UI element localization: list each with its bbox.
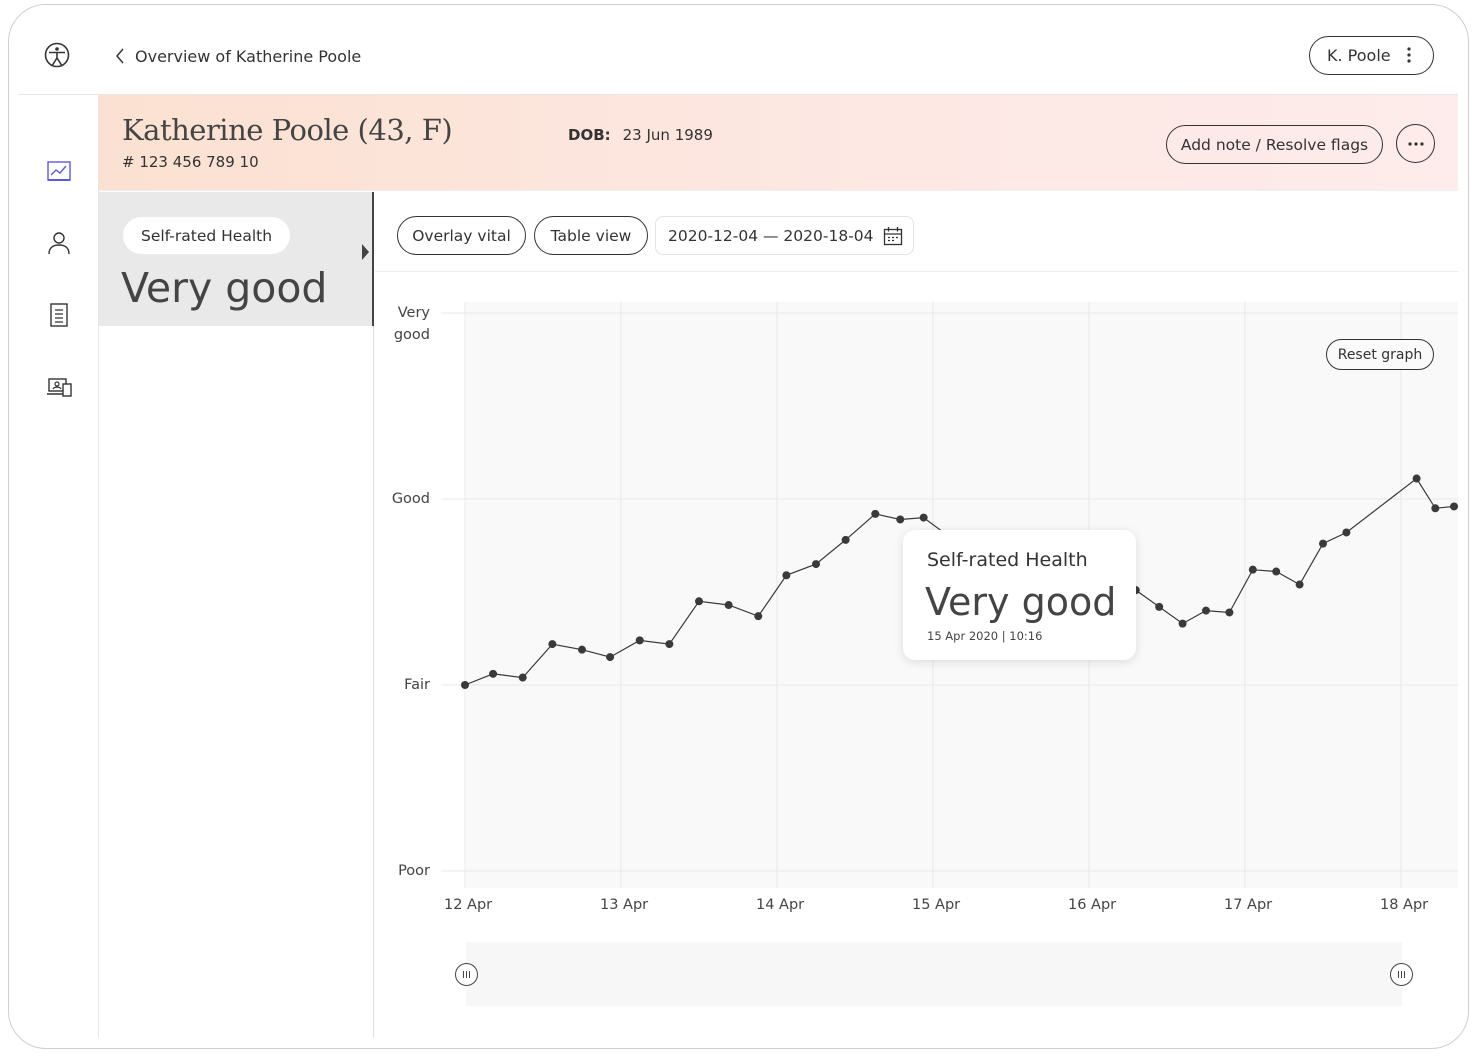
data-point[interactable] [1450,502,1458,511]
devices-icon[interactable] [46,374,72,400]
document-icon[interactable] [46,302,72,328]
data-point[interactable] [1342,528,1351,537]
data-point[interactable] [695,597,703,606]
data-point[interactable] [1178,619,1187,628]
y-tick-label-line: good [393,327,430,343]
back-link[interactable]: Overview of Katherine Poole [115,45,361,67]
data-point[interactable] [919,513,928,522]
y-tick-label-line: Poor [398,863,430,879]
x-tick-label: 12 Apr [444,897,493,913]
data-point[interactable] [606,653,615,662]
add-note-button[interactable]: Add note / Resolve flags [1166,125,1383,164]
data-point[interactable] [578,645,586,654]
data-point[interactable] [635,636,644,645]
x-tick-label: 18 Apr [1380,897,1429,913]
vital-value: Very good [121,264,328,312]
reset-graph-button[interactable]: Reset graph [1326,339,1434,370]
user-name: K. Poole [1327,46,1391,65]
patient-banner: Katherine Poole (43, F) # 123 456 789 10… [99,95,1458,191]
selected-vital-indicator [362,244,369,260]
tooltip-value: Very good [925,580,1117,624]
patient-dob: DOB: 23 Jun 1989 [568,126,713,144]
y-tick-label-line: Very [397,305,430,321]
grip-icon [1398,971,1405,978]
x-tick-label: 16 Apr [1068,897,1117,913]
data-point[interactable] [665,640,674,649]
more-options-button[interactable] [1396,124,1435,163]
grip-icon [463,971,470,978]
x-tick-label: 13 Apr [600,897,649,913]
chevron-left-icon [116,48,124,64]
chart-toolbar: Overlay vital Table view 2020-12-04 — 20… [375,192,1458,272]
top-bar: Overview of Katherine Poole K. Poole [19,5,1458,95]
y-tick-label: Fair [370,674,430,696]
x-tick-label: 17 Apr [1224,897,1273,913]
vital-card-self-rated-health[interactable]: Self-rated Health Very good [99,192,374,326]
data-point[interactable] [871,509,880,518]
y-tick-label-line: Fair [404,677,430,693]
chart-icon[interactable] [46,158,72,184]
calendar-icon [883,227,903,246]
data-point-tooltip: Self-rated Health Very good 15 Apr 2020 … [903,530,1136,660]
data-point[interactable] [1155,602,1164,611]
data-point[interactable] [1319,539,1327,548]
patient-name: Katherine Poole (43, F) [122,113,453,147]
app-window: Overview of Katherine Poole K. Poole [8,4,1469,1049]
user-menu-button[interactable]: K. Poole [1309,36,1434,75]
date-range-value: 2020-12-04 — 2020-18-04 [668,226,874,245]
data-point[interactable] [724,601,733,610]
data-point[interactable] [548,640,557,649]
dob-label: DOB: [568,126,611,144]
data-point[interactable] [461,681,469,689]
kebab-menu-icon [1407,47,1411,63]
data-point[interactable] [1412,474,1421,483]
dob-value: 23 Jun 1989 [622,126,713,144]
data-point[interactable] [1225,608,1234,617]
y-tick-label-line: Good [391,491,430,507]
x-tick-label: 14 Apr [756,897,805,913]
tooltip-title: Self-rated Health [927,549,1088,571]
data-point[interactable] [489,669,498,678]
back-link-label: Overview of Katherine Poole [135,46,362,66]
data-point[interactable] [1272,567,1281,576]
vitals-list: Self-rated Health Very good [99,192,374,1038]
data-point[interactable] [1202,606,1210,615]
range-handle-left[interactable] [455,963,478,986]
y-tick-label: Very good [370,302,430,346]
y-tick-label: Good [370,488,430,510]
side-nav [19,95,99,1038]
x-tick-label: 15 Apr [912,897,961,913]
data-point[interactable] [812,560,820,569]
table-view-button[interactable]: Table view [534,216,648,255]
ellipsis-icon [1407,141,1424,146]
range-handle-right[interactable] [1390,963,1413,986]
data-point[interactable] [754,612,763,621]
date-range-picker[interactable]: 2020-12-04 — 2020-18-04 [655,216,914,255]
data-point[interactable] [518,673,527,682]
logo-icon[interactable] [44,42,70,68]
tooltip-timestamp: 15 Apr 2020 | 10:16 [927,629,1043,643]
overlay-vital-button[interactable]: Overlay vital [397,216,526,255]
vital-label: Self-rated Health [123,217,291,254]
chart-range-scroller[interactable] [466,942,1402,1006]
data-point[interactable] [1431,504,1440,513]
data-point[interactable] [782,571,791,580]
data-point[interactable] [1295,580,1304,589]
data-point[interactable] [841,535,850,544]
data-point[interactable] [1248,565,1257,574]
patient-id: # 123 456 789 10 [122,153,259,171]
data-point[interactable] [896,515,905,524]
person-icon[interactable] [46,230,72,256]
y-tick-label: Poor [370,860,430,882]
